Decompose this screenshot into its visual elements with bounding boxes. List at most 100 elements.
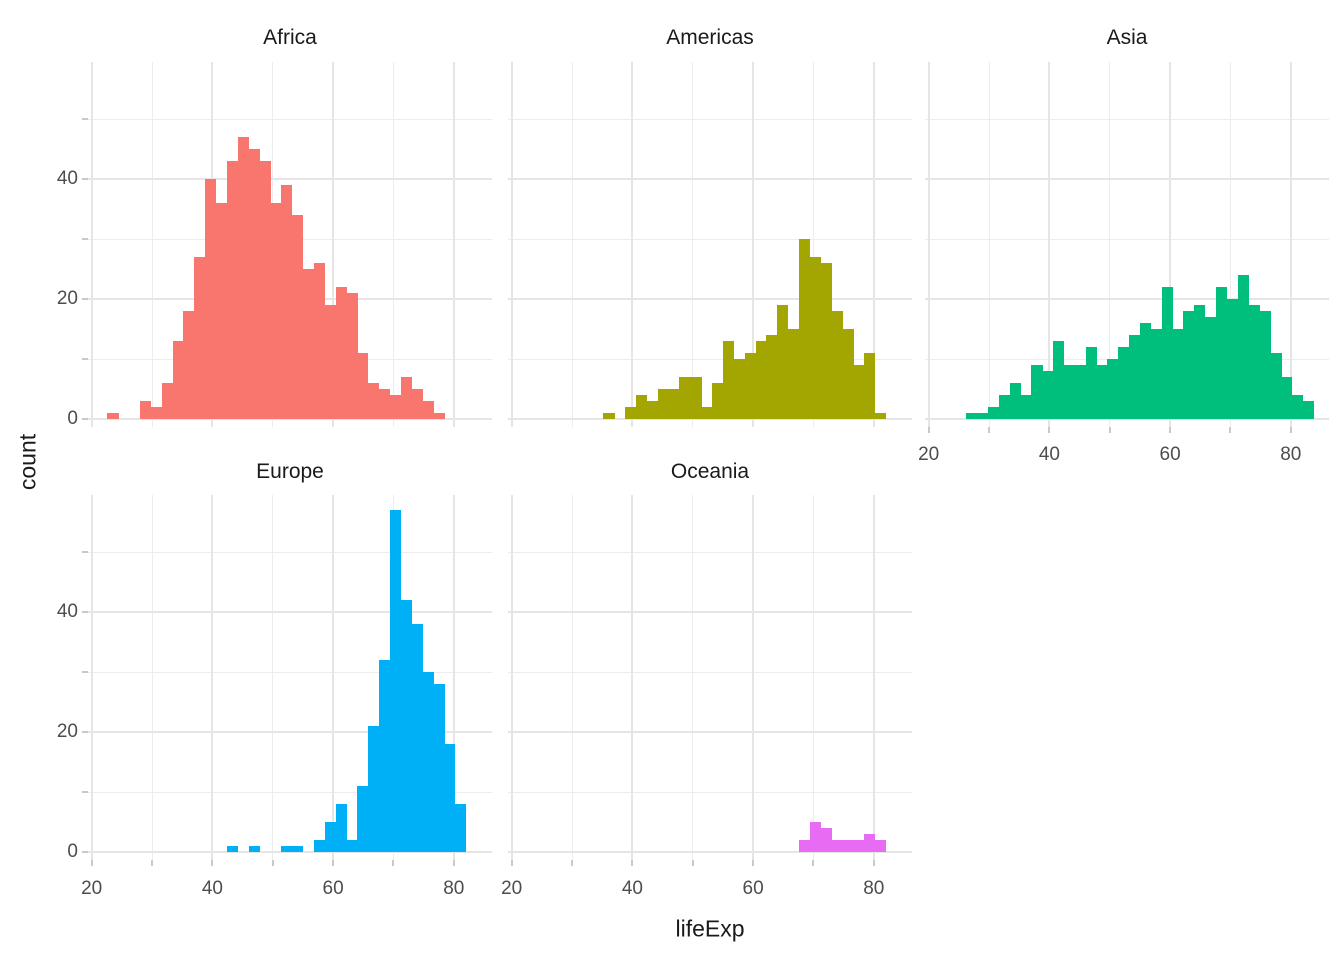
x-tick-mark: [452, 860, 455, 866]
y-tick-label: 20: [56, 721, 78, 742]
y-tick-label: 20: [56, 288, 78, 309]
histogram-bar: [1063, 365, 1076, 419]
histogram-bar: [281, 846, 293, 852]
histogram-bar: [150, 407, 163, 419]
histogram-bar: [368, 726, 380, 852]
histogram-bar: [646, 401, 659, 419]
x-tick-label: 40: [201, 878, 223, 899]
histogram-bar: [831, 840, 843, 852]
histogram-bar: [1248, 305, 1260, 419]
gridline-x-major: [452, 62, 455, 427]
histogram-bar: [853, 365, 865, 419]
histogram-bar: [1009, 383, 1021, 419]
histogram-bar: [998, 395, 1010, 419]
histogram-bar: [324, 822, 336, 852]
x-tick-label: 60: [742, 878, 764, 899]
histogram-bar: [313, 263, 326, 419]
gridline-x-major: [211, 495, 214, 860]
facet-panel-europe: [88, 495, 492, 860]
histogram-bar: [292, 215, 304, 419]
histogram-bar: [216, 203, 228, 419]
gridline-x-minor: [571, 495, 573, 860]
histogram-bar: [302, 269, 315, 419]
gridline-x-major: [631, 62, 634, 427]
histogram-bar: [226, 846, 239, 852]
facet-panel-asia: [925, 62, 1329, 427]
gridline-y-minor: [508, 791, 912, 793]
histogram-bar: [400, 377, 412, 419]
histogram-bar: [1281, 377, 1293, 419]
gridline-y-major: [508, 731, 912, 733]
histogram-bar: [292, 846, 304, 852]
histogram-bar: [161, 383, 173, 419]
y-tick-mark: [82, 118, 88, 120]
histogram-bar: [270, 203, 282, 419]
gridline-x-minor: [812, 495, 814, 860]
histogram-bar: [625, 407, 637, 419]
gridline-x-major: [510, 62, 513, 427]
x-tick-mark: [691, 860, 694, 866]
histogram-bar: [1226, 299, 1239, 419]
histogram-bar: [1129, 335, 1141, 419]
x-tick-mark: [988, 427, 991, 433]
gridline-x-minor: [1229, 62, 1231, 427]
x-tick-label: 20: [918, 444, 940, 465]
histogram-bar: [1194, 305, 1206, 419]
x-tick-label: 60: [322, 878, 344, 899]
x-tick-mark: [752, 860, 755, 866]
x-tick-mark: [927, 427, 930, 433]
histogram-bar: [603, 413, 615, 419]
histogram-bar: [1020, 395, 1032, 419]
gridline-x-major: [90, 495, 93, 860]
histogram-bar: [831, 311, 843, 419]
histogram-bar: [636, 395, 648, 419]
histogram-bar: [1096, 365, 1108, 419]
y-tick-label: 0: [67, 408, 78, 429]
gridline-x-minor: [571, 62, 573, 427]
x-tick-label: 80: [1280, 444, 1302, 465]
x-tick-label: 40: [621, 878, 643, 899]
histogram-bar: [1118, 347, 1130, 419]
histogram-bar: [864, 353, 876, 419]
gridline-y-minor: [508, 238, 912, 240]
y-tick-mark: [82, 611, 88, 613]
histogram-bar: [172, 341, 184, 419]
histogram-bar: [346, 293, 358, 419]
histogram-bar: [1107, 359, 1119, 419]
histogram-bar: [820, 828, 832, 852]
gridline-x-major: [1169, 62, 1172, 427]
histogram-bar: [788, 329, 800, 419]
gridline-y-minor: [88, 791, 492, 793]
gridline-y-major: [88, 731, 492, 733]
x-tick-mark: [1289, 427, 1292, 433]
histogram-bar: [335, 287, 347, 419]
y-tick-mark: [82, 731, 88, 733]
gridline-x-major: [332, 62, 335, 427]
facet-panel-oceania: [508, 495, 912, 860]
gridline-x-major: [752, 495, 755, 860]
x-tick-label: 20: [81, 878, 103, 899]
x-tick-mark: [872, 860, 875, 866]
histogram-bar: [1161, 287, 1173, 419]
x-tick-label: 80: [863, 878, 885, 899]
histogram-bar: [842, 329, 854, 419]
histogram-bar: [766, 335, 778, 419]
y-tick-mark: [82, 671, 88, 673]
histogram-bar: [864, 834, 876, 852]
x-tick-label: 40: [1038, 444, 1060, 465]
histogram-bar: [668, 389, 680, 419]
gridline-x-minor: [151, 495, 153, 860]
x-tick-mark: [631, 860, 634, 866]
histogram-bar: [875, 413, 887, 419]
gridline-x-major: [872, 495, 875, 860]
gridline-x-major: [1048, 62, 1051, 427]
histogram-bar: [1259, 311, 1271, 419]
gridline-x-major: [452, 495, 455, 860]
histogram-bar: [357, 353, 369, 419]
histogram-bar: [701, 407, 713, 419]
histogram-bar: [368, 383, 380, 419]
y-tick-mark: [82, 791, 88, 793]
gridline-x-major: [332, 495, 335, 860]
gridline-x-minor: [151, 62, 153, 427]
histogram-bar: [875, 840, 887, 852]
